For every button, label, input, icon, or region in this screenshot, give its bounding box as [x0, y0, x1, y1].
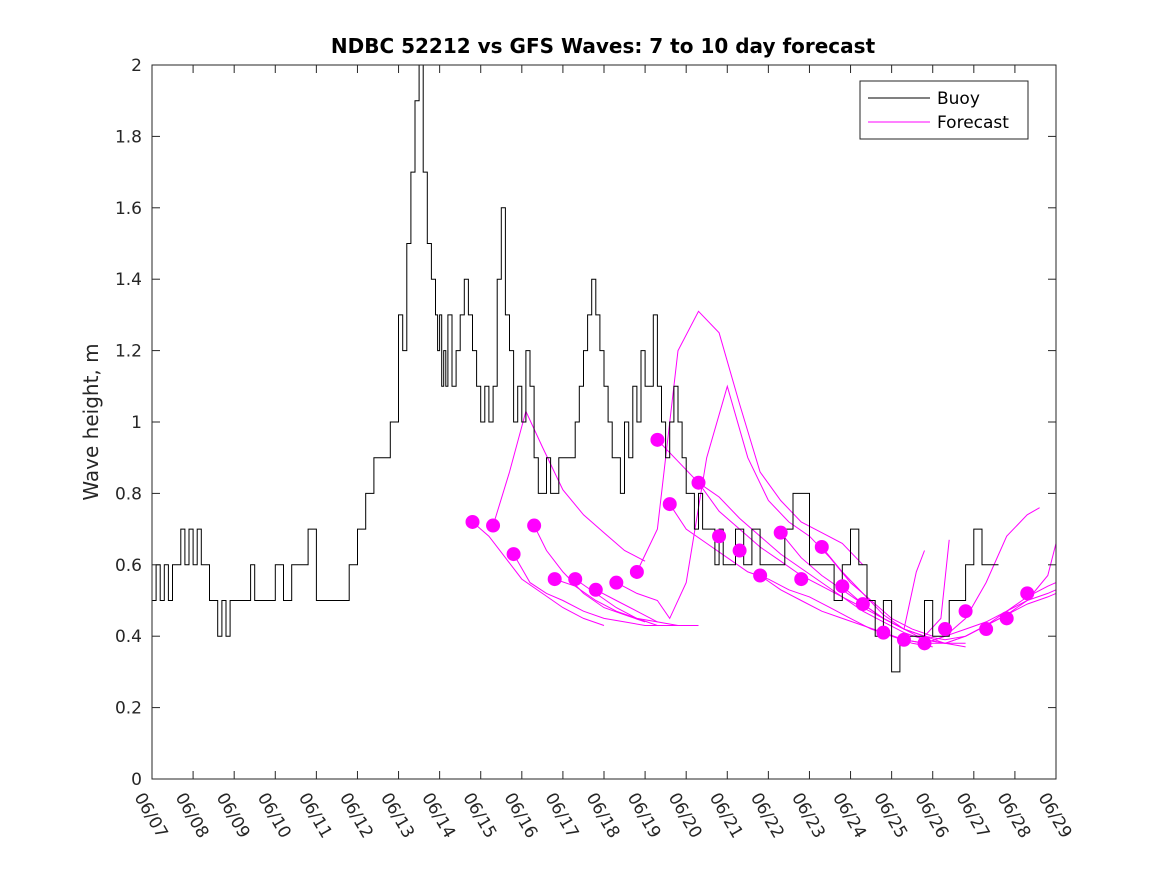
forecast-marker	[999, 611, 1014, 626]
y-tick-label: 1.4	[115, 270, 142, 290]
forecast-marker	[855, 597, 870, 612]
y-tick-label: 0.2	[115, 699, 142, 719]
forecast-marker	[588, 582, 603, 597]
buoy-layer	[152, 64, 999, 673]
forecast-line	[492, 409, 646, 562]
y-tick-label: 1	[131, 413, 142, 433]
forecast-line	[533, 525, 646, 623]
forecast-marker	[753, 568, 768, 583]
forecast-marker	[629, 564, 644, 579]
forecast-line	[616, 384, 933, 637]
y-tick-label: 1.8	[115, 127, 142, 147]
buoy-line	[152, 64, 999, 673]
y-tick-label: 1.6	[115, 199, 142, 219]
y-tick-label: 2	[131, 56, 142, 76]
legend: Buoy Forecast	[859, 80, 1029, 140]
forecast-line	[513, 553, 687, 626]
forecast-marker	[650, 432, 665, 447]
forecast-marker	[835, 579, 850, 594]
chart-title: NDBC 52212 vs GFS Waves: 7 to 10 day for…	[331, 34, 876, 58]
y-axis: 0 0.2 0.4 0.6 0.8 1 1.2 1.4 1.6 1.8 2	[115, 56, 1056, 790]
forecast-marker	[773, 525, 788, 540]
legend-box	[859, 80, 1029, 140]
y-tick-label: 0.4	[115, 627, 142, 647]
forecast-marker	[917, 636, 932, 651]
forecast-marker	[938, 622, 953, 637]
y-tick-label: 0.8	[115, 484, 142, 504]
y-tick-label: 0	[131, 770, 142, 790]
y-axis-label: Wave height, m	[79, 343, 103, 500]
forecast-marker	[712, 529, 727, 544]
forecast-marker	[876, 625, 891, 640]
forecast-marker	[609, 575, 624, 590]
forecast-line	[636, 310, 864, 573]
forecast-marker	[662, 497, 677, 512]
forecast-marker	[814, 539, 829, 554]
forecast-marker	[732, 543, 747, 558]
forecast-marker	[506, 547, 521, 562]
forecast-marker	[958, 604, 973, 619]
forecast-line	[862, 539, 950, 637]
y-tick-label: 1.2	[115, 342, 142, 362]
legend-label-buoy: Buoy	[937, 89, 980, 109]
forecast-marker	[691, 475, 706, 490]
forecast-line	[595, 589, 679, 626]
forecast-marker	[486, 518, 501, 533]
forecast-marker	[547, 572, 562, 587]
forecast-marker	[794, 572, 809, 587]
forecast-markers	[465, 432, 1035, 651]
forecast-marker	[979, 622, 994, 637]
forecast-line	[883, 543, 1057, 644]
legend-label-forecast: Forecast	[937, 113, 1009, 133]
forecast-marker	[465, 514, 480, 529]
y-tick-label: 0.6	[115, 556, 142, 576]
plot-area	[151, 64, 1057, 780]
forecast-line	[472, 521, 605, 626]
forecast-marker	[1020, 586, 1035, 601]
forecast-marker	[896, 632, 911, 647]
forecast-marker	[527, 518, 542, 533]
forecast-marker	[568, 572, 583, 587]
